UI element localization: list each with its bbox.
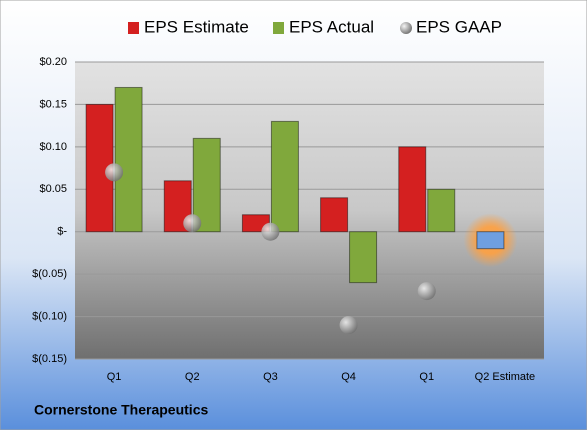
- x-tick-label: Q3: [263, 371, 278, 383]
- gaap-dot: [105, 163, 124, 182]
- gaap-dot: [183, 214, 202, 233]
- bar: [427, 188, 456, 233]
- legend-label: EPS Estimate: [144, 17, 249, 36]
- bar: [349, 231, 378, 284]
- y-tick-label: $0.05: [39, 183, 67, 195]
- legend-label: EPS Actual: [289, 17, 374, 36]
- legend-marker: [400, 22, 412, 34]
- gaap-dot: [417, 282, 436, 301]
- gaap-dot: [339, 316, 358, 335]
- legend-marker: [128, 22, 139, 34]
- y-tick-label: $(0.15): [32, 353, 67, 365]
- x-tick-label: Q2: [185, 371, 200, 383]
- footer: Cornerstone Therapeutics: [34, 402, 208, 418]
- legend-label: EPS GAAP: [416, 17, 502, 36]
- y-tick-label: $(0.10): [32, 310, 67, 322]
- x-tick-label: Q1: [419, 371, 434, 383]
- y-tick-label: $-: [57, 226, 67, 238]
- x-tick-label: Q1: [107, 371, 122, 383]
- bar: [476, 231, 505, 250]
- y-tick-label: $0.20: [39, 56, 67, 68]
- plot-area: [75, 62, 544, 359]
- bar: [320, 197, 349, 233]
- y-tick-label: $0.15: [39, 98, 67, 110]
- y-tick-label: $(0.05): [32, 268, 67, 280]
- y-tick-label: $0.10: [39, 141, 67, 153]
- bar: [270, 120, 299, 233]
- gaap-dot: [261, 222, 280, 241]
- x-tick-label: Q2 Estimate: [475, 371, 536, 383]
- bar: [114, 86, 143, 233]
- x-tick-label: Q4: [341, 371, 356, 383]
- legend-marker: [273, 22, 284, 34]
- bar: [398, 146, 427, 233]
